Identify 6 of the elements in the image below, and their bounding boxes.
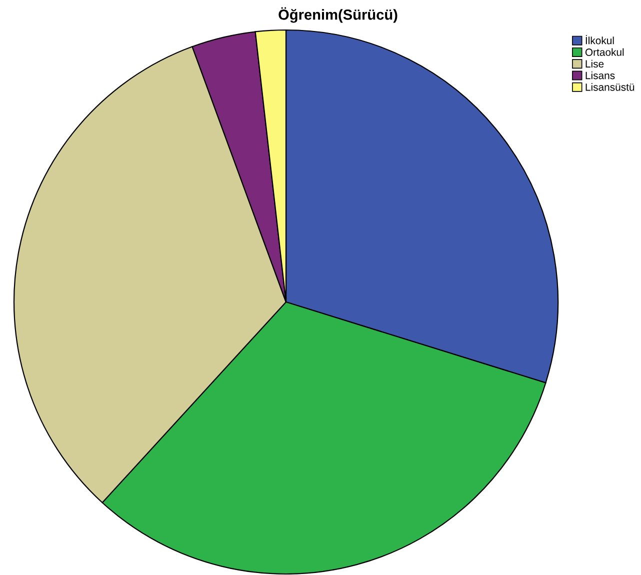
- legend-label: Lisans: [586, 72, 615, 80]
- legend-label: Lise: [586, 60, 604, 68]
- chart-title: Öğrenim(Sürücü): [278, 7, 398, 23]
- legend-label: Ortaokul: [585, 48, 624, 56]
- legend-label: İlkokul: [586, 35, 614, 44]
- legend-label: Lisansüstü: [586, 83, 634, 91]
